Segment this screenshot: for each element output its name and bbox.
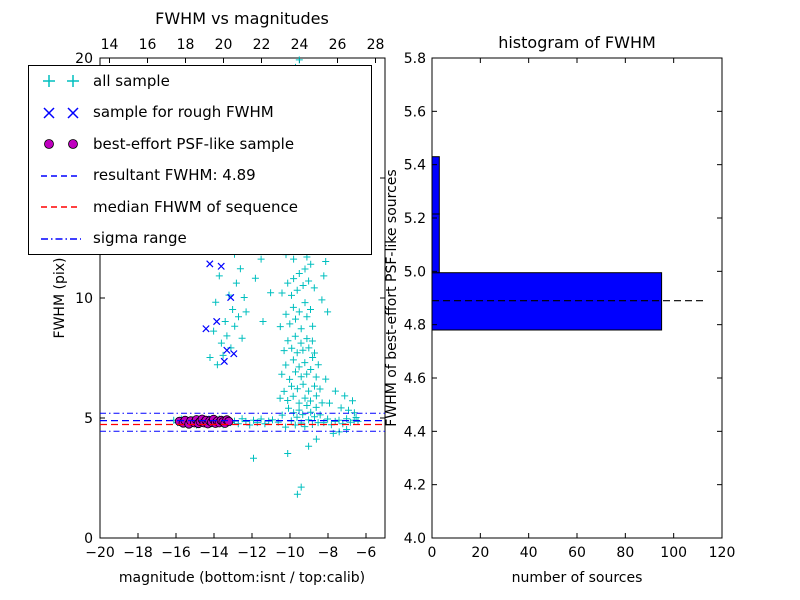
top-tick-label: 16 xyxy=(139,37,157,53)
plus-markers-icon xyxy=(43,75,79,87)
histogram-bar xyxy=(431,156,440,215)
left-bottom-axis-ticks: −20 −18 −16 −14 −12 −10 −8 −6 xyxy=(85,533,376,561)
x-tick-label: 120 xyxy=(709,545,736,561)
y-tick-label: 0 xyxy=(84,531,93,547)
y-tick-label: 20 xyxy=(75,51,93,67)
y-tick-label: 4.4 xyxy=(404,424,426,440)
left-x-axis-label: magnitude (bottom:isnt / top:calib) xyxy=(119,570,365,586)
legend: all sample sample for rough FWHM best-ef… xyxy=(28,65,372,255)
left-plot: FWHM vs magnitudes 14 16 18 20 22 24 26 28 −20−… xyxy=(52,9,386,586)
y-tick-label: 4.6 xyxy=(404,371,426,387)
right-y-axis-ticks: 4.0 4.2 4.4 4.6 4.8 5.0 5.2 5.4 5.6 5.8 xyxy=(404,51,722,547)
legend-item-rough-fwhm: sample for rough FWHM xyxy=(39,105,361,121)
rough-fwhm-markers xyxy=(196,260,238,426)
x-tick-label: −18 xyxy=(123,545,153,561)
x-tick-label: 100 xyxy=(660,545,687,561)
circle-markers-icon xyxy=(44,139,78,150)
red-dashed-line-icon xyxy=(41,206,81,209)
y-tick-label: 5.8 xyxy=(404,51,426,67)
x-tick-label: 60 xyxy=(568,545,586,561)
x-tick-label: 0 xyxy=(428,545,437,561)
x-tick-label: 80 xyxy=(616,545,634,561)
legend-item-sigma-range: sigma range xyxy=(39,231,361,247)
left-y-axis-label: FWHM (pix) xyxy=(52,258,68,339)
legend-item-all-sample: all sample xyxy=(39,73,361,89)
right-plot: histogram of FWHM 0 20 40 60 80 100 120 4.0 4.2… xyxy=(384,33,735,586)
y-tick-label: 4.8 xyxy=(404,318,426,334)
legend-label-rough-fwhm: sample for rough FWHM xyxy=(93,103,274,122)
histogram-bar xyxy=(431,213,440,274)
right-x-axis-ticks: 0 20 40 60 80 100 120 xyxy=(428,58,736,561)
x-tick-label: 40 xyxy=(520,545,538,561)
y-tick-label: 10 xyxy=(75,291,93,307)
blue-dashed-line-icon xyxy=(41,174,81,177)
right-plot-title: histogram of FWHM xyxy=(498,33,656,52)
legend-label-psf-like: best-effort PSF-like sample xyxy=(93,134,295,153)
psf-like-marker xyxy=(224,416,234,426)
y-tick-label: 4.2 xyxy=(404,478,426,494)
top-tick-label: 26 xyxy=(329,37,347,53)
top-tick-label: 24 xyxy=(291,37,309,53)
dash-dot-line-icon xyxy=(41,238,81,240)
psf-like-series xyxy=(174,414,234,429)
histogram-bars xyxy=(431,156,663,331)
top-tick-label: 18 xyxy=(177,37,195,53)
x-tick-label: −20 xyxy=(85,545,115,561)
legend-label-all-sample: all sample xyxy=(93,71,170,90)
y-tick-label: 5.0 xyxy=(404,264,426,280)
y-tick-label: 5 xyxy=(84,411,93,427)
top-tick-label: 14 xyxy=(101,37,119,53)
histogram-bar xyxy=(431,272,663,331)
x-tick-label: −8 xyxy=(318,545,339,561)
legend-label-median-fwhm: median FHWM of sequence xyxy=(93,197,298,216)
legend-item-resultant-fwhm: resultant FWHM: 4.89 xyxy=(39,168,361,184)
y-tick-label: 5.4 xyxy=(404,158,426,174)
y-tick-label: 5.2 xyxy=(404,211,426,227)
x-tick-label: −12 xyxy=(237,545,267,561)
legend-label-sigma-range: sigma range xyxy=(93,229,187,248)
legend-item-median-fwhm: median FHWM of sequence xyxy=(39,199,361,215)
top-tick-label: 22 xyxy=(253,37,271,53)
top-tick-label: 20 xyxy=(215,37,233,53)
y-tick-label: 4.0 xyxy=(404,531,426,547)
x-markers-icon xyxy=(43,107,79,119)
right-x-axis-label: number of sources xyxy=(512,570,643,586)
reference-lines xyxy=(100,412,385,432)
x-tick-label: −16 xyxy=(161,545,191,561)
y-tick-label: 5.6 xyxy=(404,104,426,120)
x-tick-label: −6 xyxy=(356,545,377,561)
right-y-axis-label: FWHM of best-effort PSF-like sources xyxy=(384,169,400,426)
left-top-axis-ticks: 14 16 18 20 22 24 26 28 xyxy=(101,37,385,63)
left-plot-title: FWHM vs magnitudes xyxy=(155,9,329,28)
legend-item-psf-like: best-effort PSF-like sample xyxy=(39,136,361,152)
x-tick-label: −10 xyxy=(275,545,305,561)
legend-label-resultant-fwhm: resultant FWHM: 4.89 xyxy=(93,166,256,185)
x-tick-label: 20 xyxy=(471,545,489,561)
rough-fwhm-series xyxy=(196,260,238,426)
x-tick-label: −14 xyxy=(199,545,229,561)
top-tick-label: 28 xyxy=(367,37,385,53)
